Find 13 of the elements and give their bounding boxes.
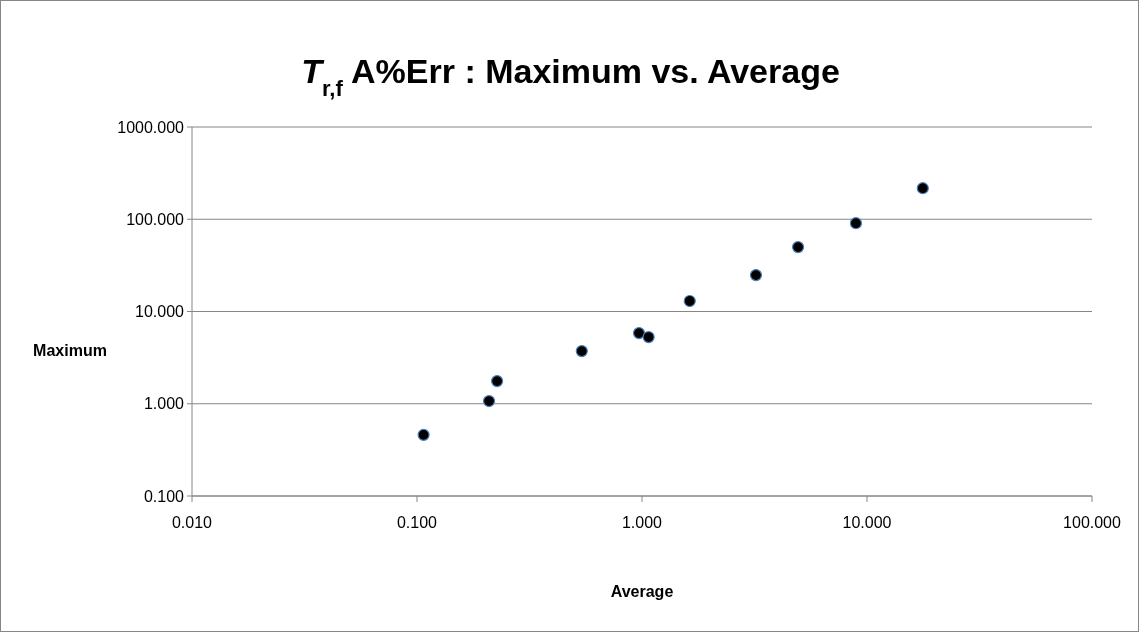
x-tick-label: 1.000	[621, 514, 663, 531]
y-tick-label: 10.000	[135, 303, 185, 321]
y-tick-label: 100.000	[126, 210, 185, 228]
x-tick-label: 0.010	[171, 514, 213, 531]
x-tick-label: 0.100	[396, 514, 438, 531]
x-tick-label: 100.000	[1063, 514, 1122, 531]
x-tick-label: 10.000	[842, 514, 892, 531]
x-axis-title: Average	[610, 583, 674, 600]
y-axis-title: Maximum	[33, 342, 107, 359]
chart-title: T$_{r,f}$ A%Err : Maximum vs. Average	[301, 52, 840, 101]
y-tick-label: 0.100	[143, 487, 185, 505]
y-tick-label: 1.000	[143, 395, 185, 413]
y-tick-label: 1000.000	[117, 118, 185, 136]
